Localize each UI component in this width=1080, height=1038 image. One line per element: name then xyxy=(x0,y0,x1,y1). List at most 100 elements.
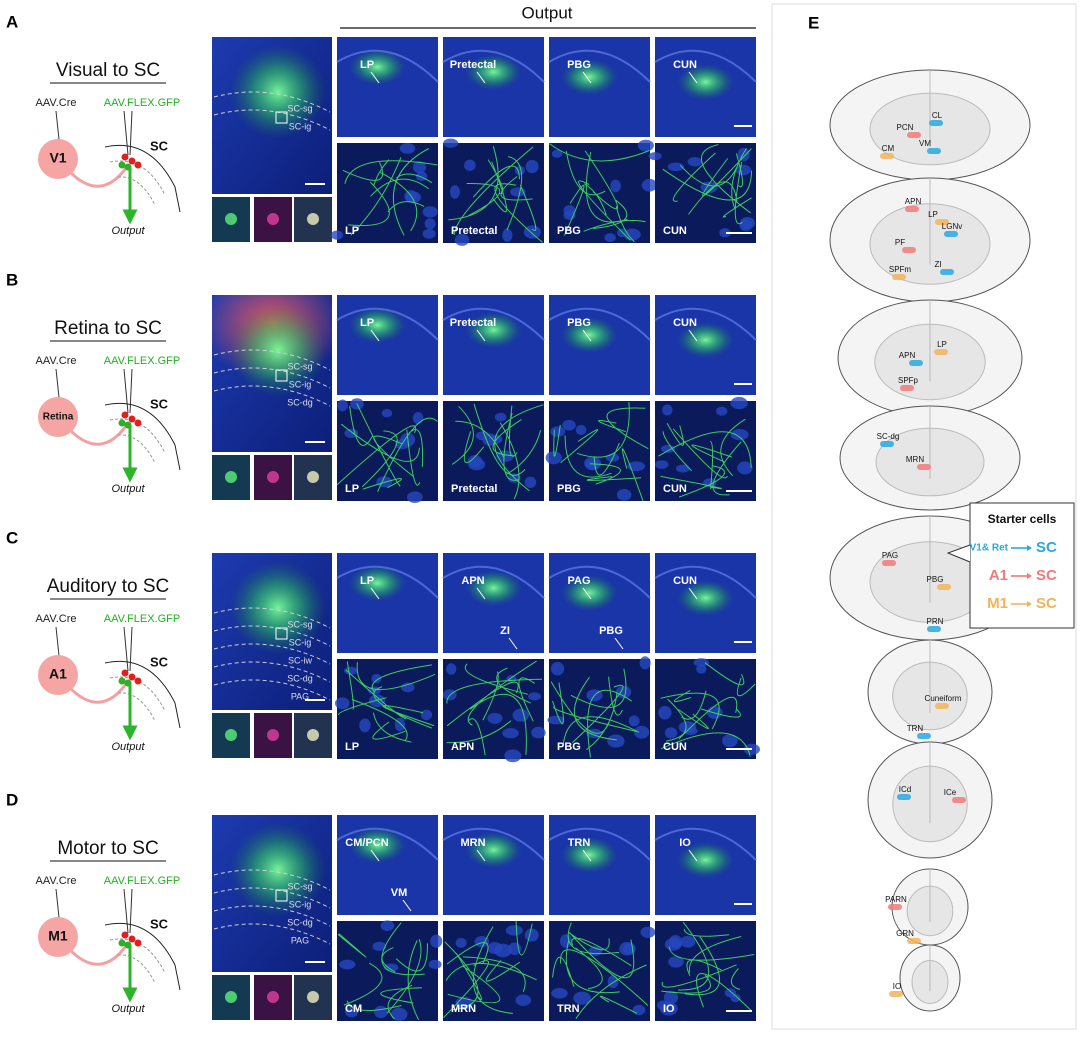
inset-cell xyxy=(225,213,237,225)
output-label: Output xyxy=(111,483,145,495)
image-label: CM xyxy=(345,1003,362,1015)
legend-arrowhead xyxy=(1027,545,1032,551)
cell xyxy=(121,669,129,677)
panel-letter: B xyxy=(6,270,18,289)
section-label: PARN xyxy=(885,895,907,904)
layer-boundary xyxy=(213,385,331,407)
leader xyxy=(370,71,380,84)
sc-layers xyxy=(109,676,166,722)
image-glow xyxy=(677,580,734,616)
leader xyxy=(688,587,698,600)
flex-label: AAV.FLEX.GFP xyxy=(104,875,180,887)
source-label: M1 xyxy=(48,928,68,944)
needle xyxy=(123,110,129,156)
cell xyxy=(128,935,136,943)
layer-boundary xyxy=(213,923,331,945)
axons xyxy=(342,148,438,236)
section-label: APN xyxy=(905,197,922,206)
nucleus xyxy=(662,404,673,416)
nucleus xyxy=(412,411,424,425)
leader xyxy=(582,71,592,84)
cell xyxy=(121,411,129,419)
zoom-box xyxy=(275,627,288,640)
section-label: IO xyxy=(893,982,901,991)
nucleus xyxy=(420,709,433,721)
leader xyxy=(402,899,412,912)
image-label: CUN xyxy=(673,575,697,587)
nucleus xyxy=(668,956,684,968)
section-label: ICe xyxy=(944,788,957,797)
image-label: IO xyxy=(663,1003,675,1015)
needle xyxy=(129,368,133,414)
image-label: IO xyxy=(679,837,691,849)
inset-cell xyxy=(225,729,237,741)
sc-outline xyxy=(104,660,181,729)
nucleus xyxy=(531,726,546,739)
tissue-edge xyxy=(548,827,651,861)
nucleus xyxy=(634,725,650,739)
layer-label: SC-dg xyxy=(287,917,313,927)
image-label: CUN xyxy=(663,483,687,495)
target-label: SC xyxy=(150,396,169,411)
layer-label: SC-dg xyxy=(287,673,313,683)
image-glow xyxy=(561,575,618,611)
image-glow xyxy=(465,312,522,348)
nucleus xyxy=(615,685,632,699)
projection-region xyxy=(897,794,911,800)
image-glow xyxy=(465,570,522,606)
sc-layers xyxy=(109,418,166,464)
nucleus xyxy=(573,991,591,1005)
axons xyxy=(660,662,756,757)
projection-region xyxy=(917,733,931,739)
image-label: CM/PCN xyxy=(345,837,388,849)
image-label: APN xyxy=(451,741,474,753)
inset-cell xyxy=(267,991,279,1003)
projection-region xyxy=(889,991,903,997)
cre-label: AAV.Cre xyxy=(36,875,77,887)
nucleus xyxy=(496,450,514,462)
sc-outline xyxy=(104,402,181,471)
leader xyxy=(614,637,624,650)
tissue-edge xyxy=(442,565,545,599)
leader xyxy=(370,329,380,342)
nucleus xyxy=(525,159,539,174)
nucleus xyxy=(487,712,503,724)
zoom-box xyxy=(275,111,288,124)
nucleus xyxy=(371,673,382,684)
image-glow xyxy=(561,837,618,873)
nucleus xyxy=(660,1001,678,1016)
legend-source: V1& Ret xyxy=(970,543,1009,554)
nucleus xyxy=(504,749,522,763)
nucleus xyxy=(372,941,387,952)
image-glow xyxy=(230,560,326,656)
projection-region xyxy=(935,219,949,225)
image-glow xyxy=(349,307,406,343)
section-label: GRN xyxy=(896,929,914,938)
layer-boundary xyxy=(213,661,331,683)
nucleus xyxy=(730,993,741,1003)
axons xyxy=(552,922,649,1019)
nucleus xyxy=(551,988,568,999)
section-label: SPFp xyxy=(898,376,919,385)
panel-letter: A xyxy=(6,12,18,31)
cell xyxy=(118,677,126,685)
flex-label: AAV.FLEX.GFP xyxy=(104,613,180,625)
source-label: V1 xyxy=(49,150,66,166)
projection-region xyxy=(952,797,966,803)
nucleus xyxy=(512,708,530,722)
image-label: VM xyxy=(391,887,408,899)
nucleus xyxy=(515,994,532,1006)
needle xyxy=(123,368,129,414)
nucleus xyxy=(719,228,731,238)
axons xyxy=(553,401,649,501)
section-label: MRN xyxy=(906,455,924,464)
nucleus xyxy=(474,936,490,948)
flex-label: AAV.FLEX.GFP xyxy=(104,355,180,367)
needle xyxy=(129,888,133,934)
section-label: CL xyxy=(932,111,943,120)
nucleus xyxy=(604,233,616,242)
nucleus xyxy=(390,1007,408,1021)
output-label: Output xyxy=(111,225,145,237)
nucleus xyxy=(494,943,512,958)
output-header: Output xyxy=(521,3,572,22)
